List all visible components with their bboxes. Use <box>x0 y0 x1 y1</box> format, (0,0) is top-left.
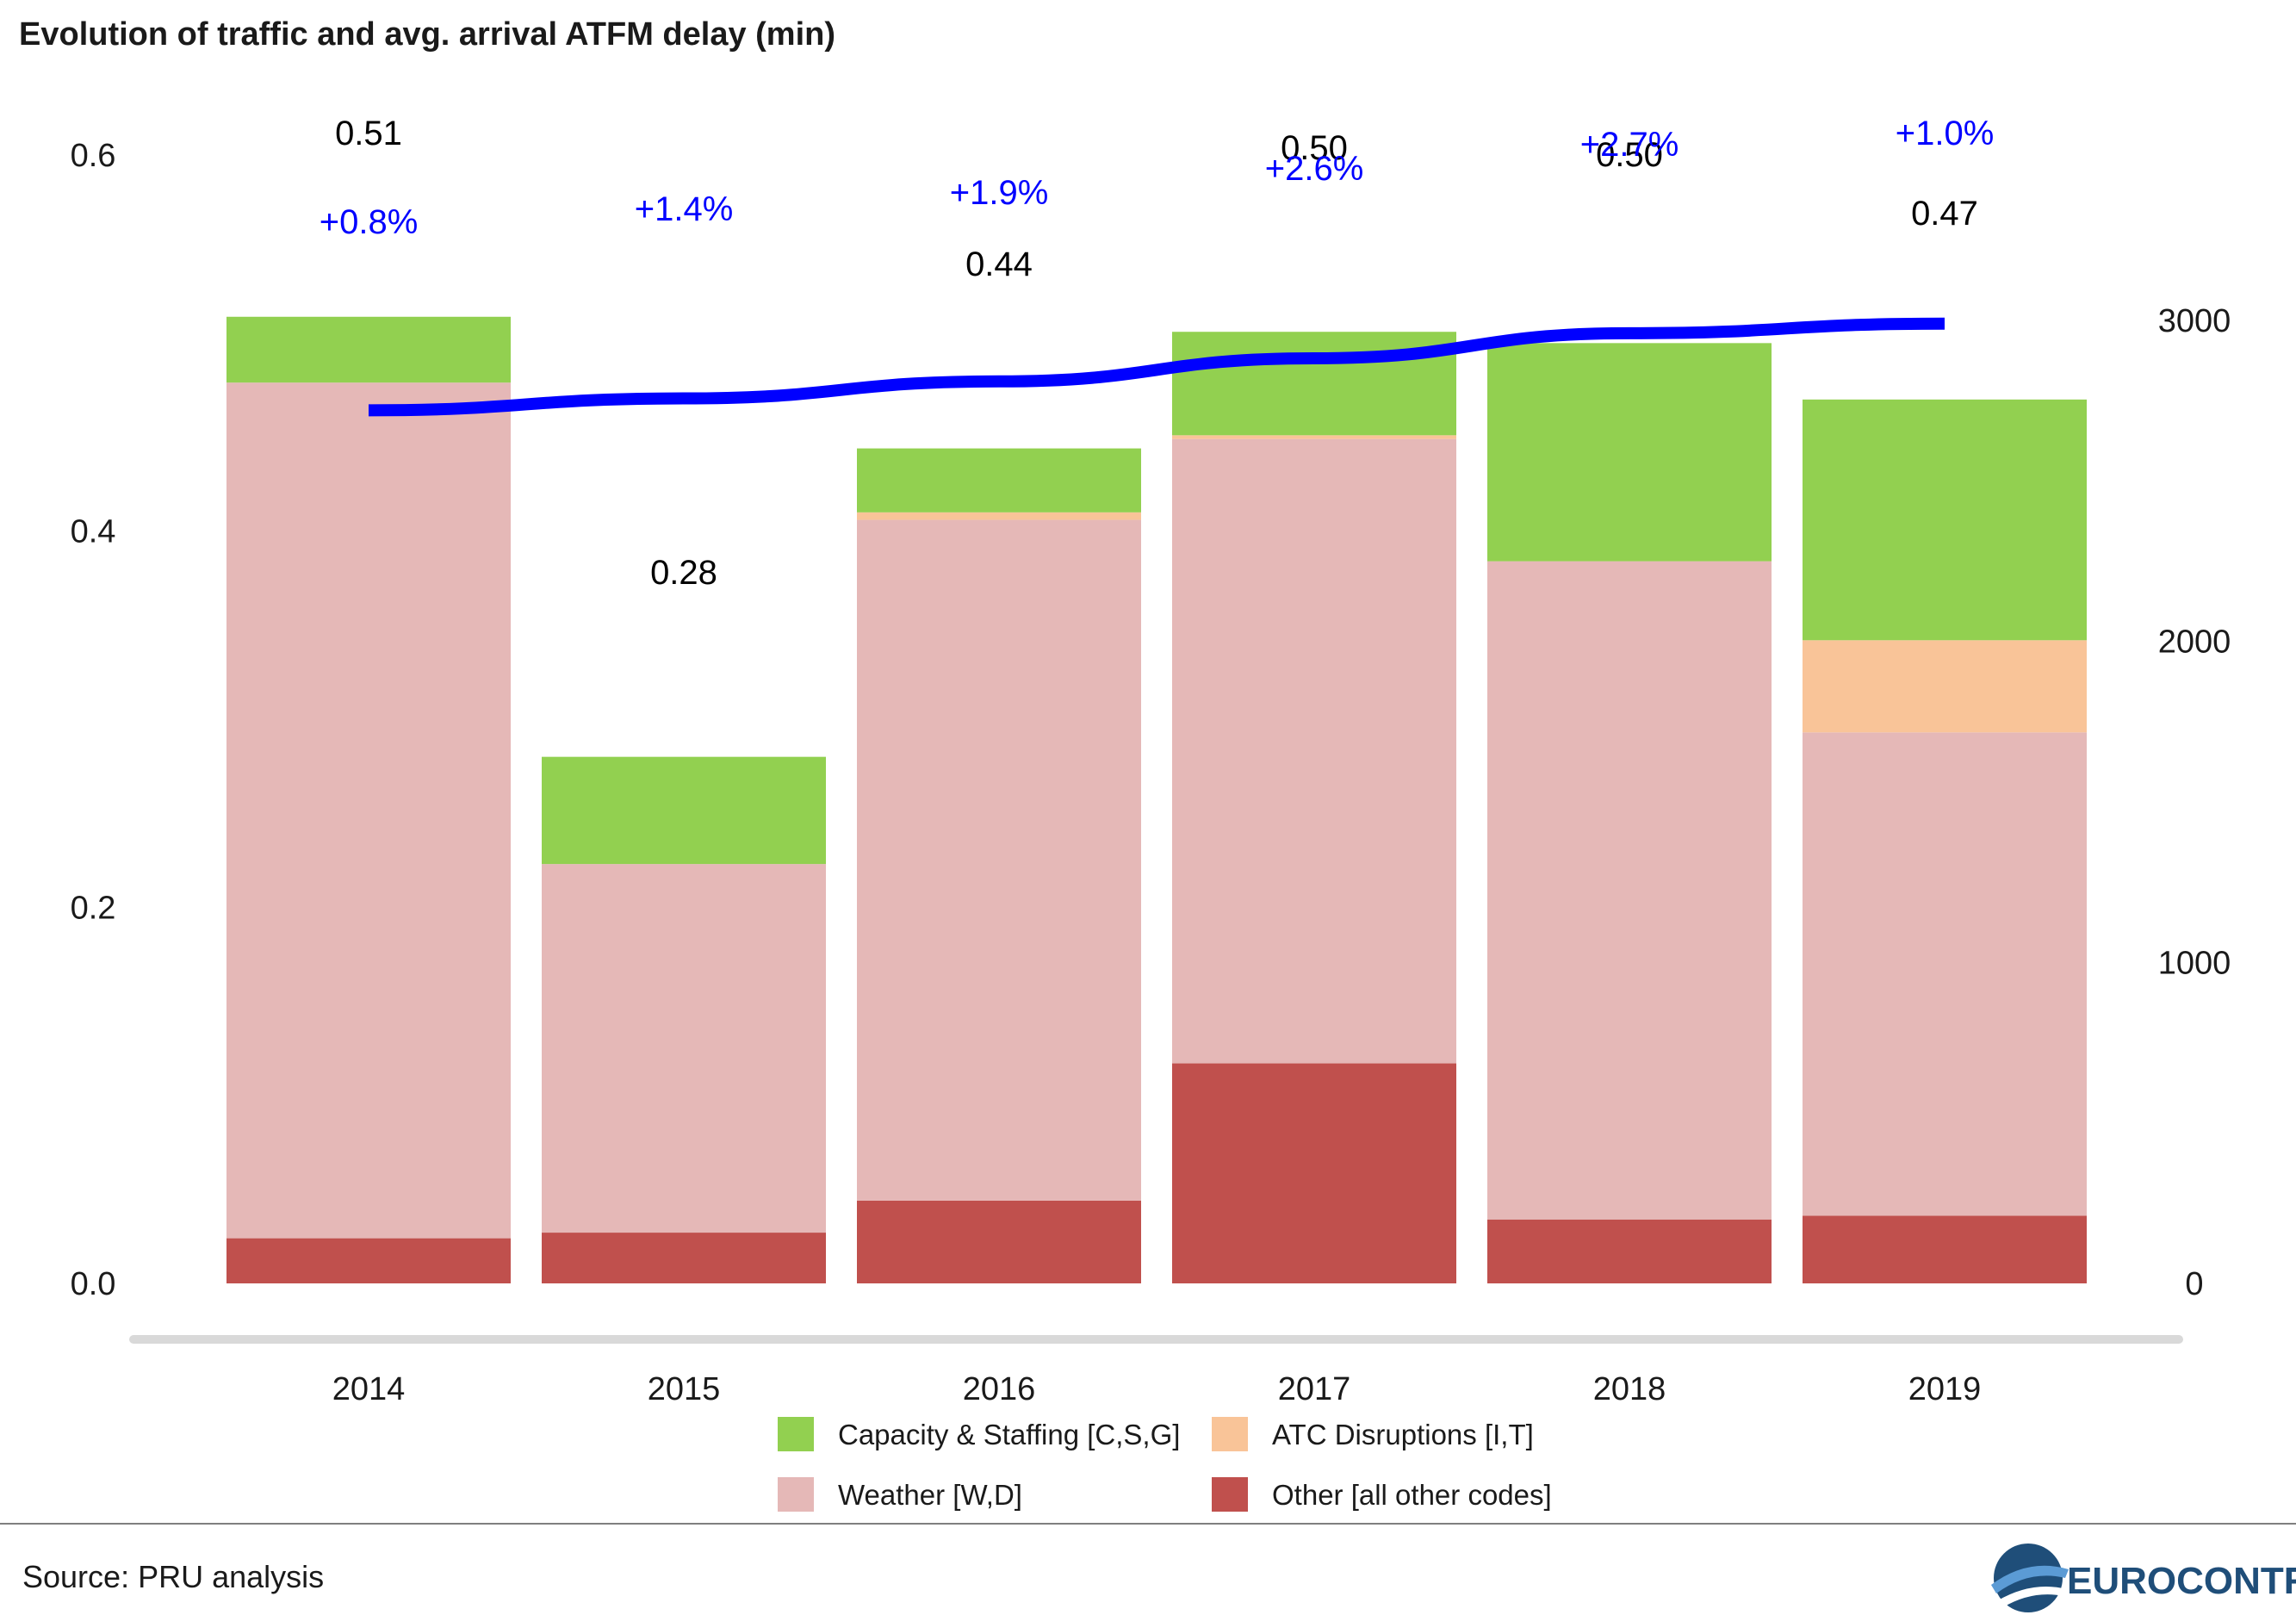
bar-segment-atc <box>1803 640 2087 733</box>
total-delay-label: 0.44 <box>965 245 1033 283</box>
x-tick-label: 2014 <box>332 1371 406 1407</box>
legend-label: ATC Disruptions [I,T] <box>1272 1419 1534 1450</box>
x-tick-label: 2017 <box>1278 1371 1351 1407</box>
bar-segment-other <box>542 1233 826 1283</box>
chart-title: Evolution of traffic and avg. arrival AT… <box>19 16 835 53</box>
traffic-growth-labels: +0.8% +1.4% +1.9% +2.6% +2.7% +1.0% <box>320 115 1995 241</box>
legend-swatch-atc <box>1212 1417 1248 1451</box>
legend-label: Other [all other codes] <box>1272 1479 1552 1511</box>
traffic-line <box>368 317 1945 417</box>
legend-label: Weather [W,D] <box>838 1479 1022 1511</box>
traffic-growth-label: +1.4% <box>635 190 734 228</box>
bar-segment-capacity <box>1172 332 1456 436</box>
bar-segment-weather <box>1172 438 1456 1064</box>
bar-segment-other <box>1487 1219 1772 1283</box>
traffic-growth-label: +1.9% <box>950 174 1049 212</box>
x-tick-label: 2019 <box>1908 1371 1982 1407</box>
left-y-tick-label: 0.4 <box>71 514 116 550</box>
bar-series <box>226 316 2087 1283</box>
eurocontrol-logo: EUROCONTROL <box>1991 1544 2296 1612</box>
bar-segment-other <box>857 1200 1141 1283</box>
total-delay-label: 0.50 <box>1281 129 1348 167</box>
bar-segment-capacity <box>857 448 1141 512</box>
bar-segment-atc <box>857 512 1141 520</box>
bar-segment-weather <box>1803 732 2087 1216</box>
bar-segment-capacity <box>1803 399 2087 641</box>
bar-segment-capacity <box>226 316 511 383</box>
bar-segment-other <box>1172 1063 1456 1283</box>
legend-swatch-capacity <box>778 1417 814 1451</box>
bar-segment-other <box>226 1238 511 1283</box>
traffic-growth-label: +0.8% <box>320 203 419 241</box>
legend: Capacity & Staffing [C,S,G] ATC Disruptio… <box>778 1417 1552 1512</box>
traffic-growth-label: +1.0% <box>1896 115 1995 152</box>
right-y-axis: 0 1000 2000 3000 <box>2158 303 2231 1302</box>
legend-swatch-weather <box>778 1477 814 1512</box>
source-note: Source: PRU analysis <box>22 1559 324 1594</box>
right-y-tick-label: 2000 <box>2158 624 2231 661</box>
total-delay-labels: 0.51 0.28 0.44 0.50 0.50 0.47 <box>335 115 1978 592</box>
bar-segment-other <box>1803 1215 2087 1283</box>
x-tick-label: 2018 <box>1593 1371 1666 1407</box>
bar-segment-weather <box>1487 561 1772 1220</box>
right-y-tick-label: 0 <box>2185 1266 2203 1302</box>
total-delay-label: 0.50 <box>1596 136 1663 174</box>
left-y-tick-label: 0.0 <box>71 1266 116 1302</box>
bar-segment-weather <box>857 519 1141 1201</box>
bar-segment-capacity <box>542 756 826 865</box>
total-delay-label: 0.51 <box>335 115 402 152</box>
x-tick-label: 2016 <box>963 1371 1036 1407</box>
x-axis-tick-labels: 2014 2015 2016 2017 2018 2019 <box>332 1371 1982 1407</box>
legend-swatch-other <box>1212 1477 1248 1512</box>
x-tick-label: 2015 <box>648 1371 721 1407</box>
left-y-axis: 0.0 0.2 0.4 0.6 <box>71 138 116 1302</box>
traffic-line-path <box>368 317 1945 417</box>
total-delay-label: 0.47 <box>1911 195 1978 233</box>
bar-segment-weather <box>226 382 511 1239</box>
traffic-growth-label: +2.7% <box>1580 126 1679 164</box>
bar-segment-capacity <box>1487 343 1772 562</box>
bar-segment-atc <box>1172 435 1456 439</box>
legend-label: Capacity & Staffing [C,S,G] <box>838 1419 1180 1450</box>
total-delay-label: 0.28 <box>650 554 717 592</box>
bar-segment-weather <box>542 864 826 1233</box>
traffic-growth-label: +2.6% <box>1265 150 1364 188</box>
left-y-tick-label: 0.6 <box>71 138 116 174</box>
left-y-tick-label: 0.2 <box>71 890 116 926</box>
right-y-tick-label: 3000 <box>2158 303 2231 339</box>
logo-wordmark: EUROCONTROL <box>2067 1560 2296 1602</box>
eurocontrol-emblem-icon <box>1991 1544 2069 1612</box>
right-y-tick-label: 1000 <box>2158 945 2231 981</box>
